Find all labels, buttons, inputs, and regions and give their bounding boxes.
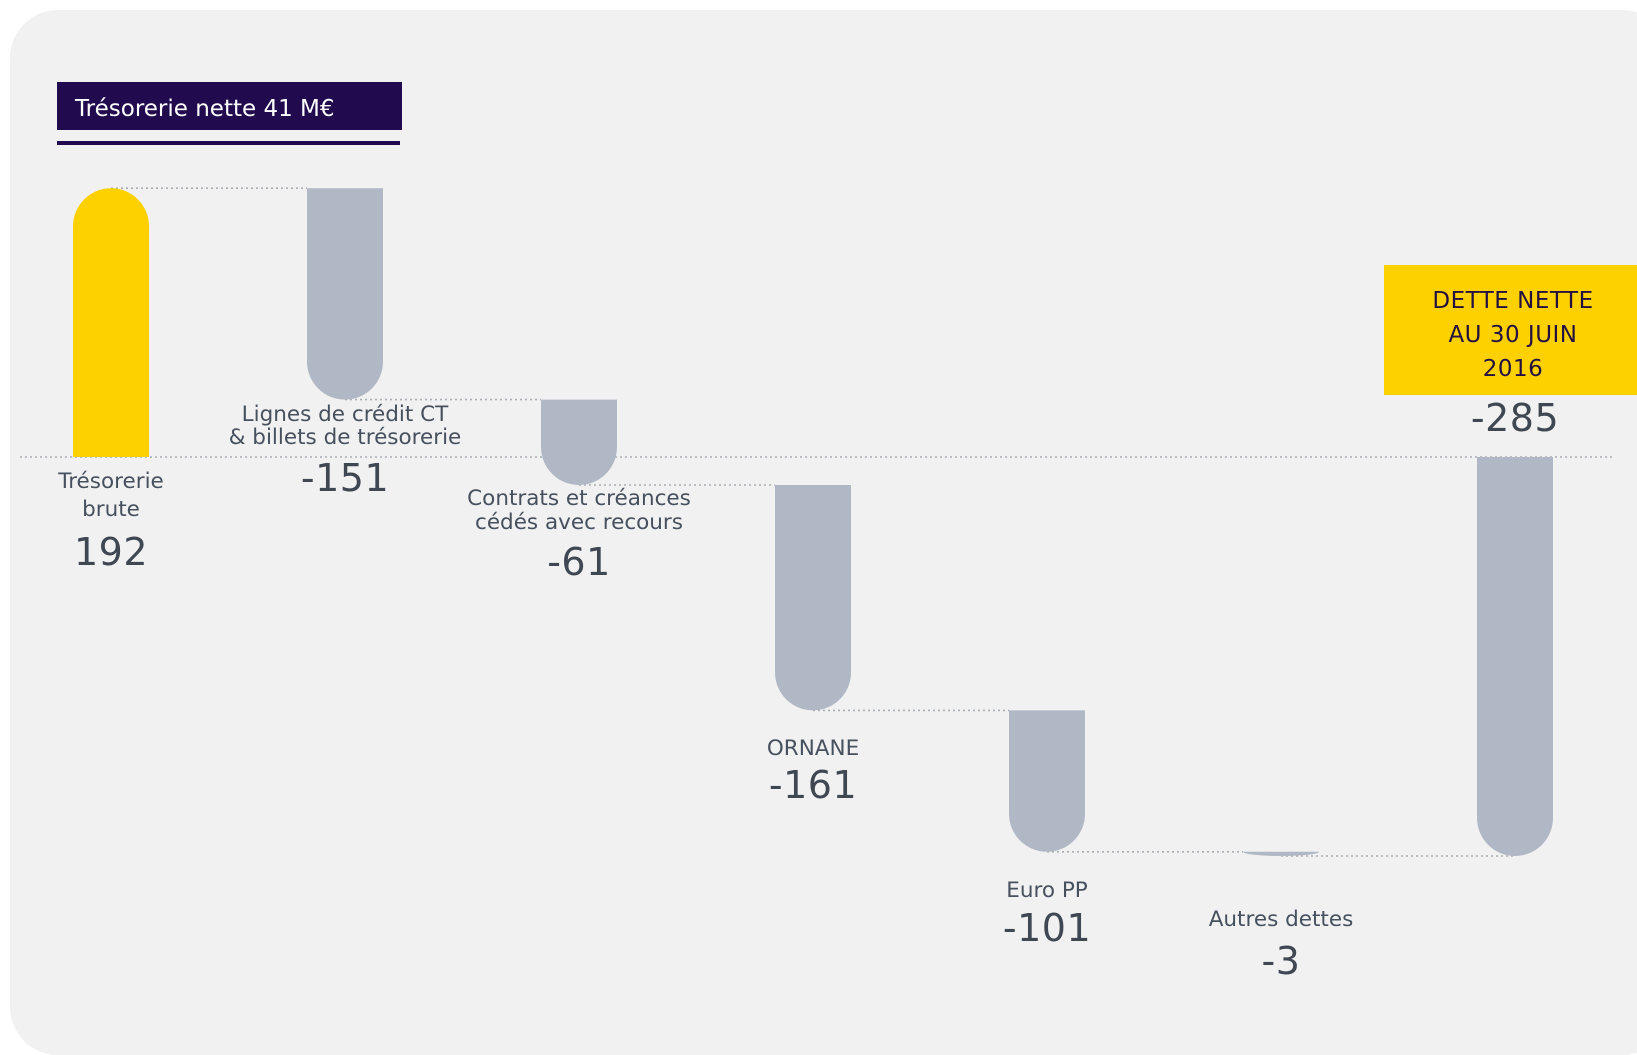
value-label-1: 192 bbox=[74, 530, 148, 574]
category-label-3-line-2: cédés avec recours bbox=[475, 510, 683, 535]
badge-background bbox=[57, 82, 402, 130]
bar-4 bbox=[775, 485, 851, 711]
badge-underline bbox=[57, 141, 400, 145]
net-debt-box-line-3: 2016 bbox=[1483, 356, 1544, 382]
category-label-5-line-1: Euro PP bbox=[1006, 878, 1088, 903]
bar-1 bbox=[73, 188, 149, 457]
category-label-6-line-1: Autres dettes bbox=[1209, 907, 1354, 932]
category-label-2-line-2: & billets de trésorerie bbox=[229, 425, 462, 450]
bar-6 bbox=[1243, 851, 1319, 856]
value-label-2: -151 bbox=[301, 456, 389, 500]
category-label-4-line-1: ORNANE bbox=[767, 736, 859, 761]
bar-5 bbox=[1009, 710, 1085, 852]
value-label-3: -61 bbox=[547, 540, 611, 584]
connector-lines bbox=[111, 187, 1515, 857]
labels-group: Trésorerie brute 192 Lignes de crédit CT& b… bbox=[57, 396, 1559, 983]
category-label-2-line-1: Lignes de crédit CT bbox=[242, 402, 450, 427]
net-cash-badge: Trésorerie nette 41 M€ bbox=[57, 82, 402, 145]
category-label-1-line-2: brute bbox=[82, 497, 140, 522]
value-label-4: -161 bbox=[769, 763, 857, 807]
net-debt-box-line-2: AU 30 JUIN bbox=[1448, 322, 1577, 348]
category-label-1-line-1: Trésorerie bbox=[57, 469, 164, 494]
bar-3 bbox=[541, 399, 617, 485]
badge-label: Trésorerie nette 41 M€ bbox=[74, 96, 335, 122]
net-debt-box: DETTE NETTE AU 30 JUIN 2016 bbox=[1384, 265, 1637, 395]
net-debt-box-background bbox=[1384, 265, 1637, 395]
value-label-7: -285 bbox=[1471, 396, 1559, 440]
value-label-5: -101 bbox=[1003, 906, 1091, 950]
bar-7 bbox=[1477, 457, 1553, 856]
value-label-6: -3 bbox=[1262, 939, 1301, 983]
category-label-3-line-1: Contrats et créances bbox=[467, 486, 691, 511]
net-debt-box-line-1: DETTE NETTE bbox=[1432, 288, 1593, 314]
bar-2 bbox=[307, 188, 383, 400]
bars-group bbox=[73, 188, 1553, 856]
